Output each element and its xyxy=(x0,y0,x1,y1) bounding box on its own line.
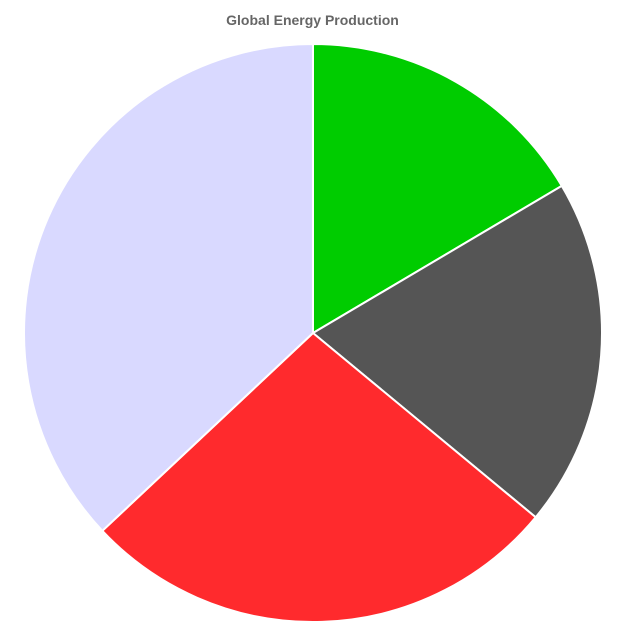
pie-slice-3 xyxy=(100,331,538,623)
pie-slice-4 xyxy=(23,42,314,533)
pie-slice-1 xyxy=(312,42,564,335)
pie-slice-2 xyxy=(311,184,603,519)
chart-title: Global Energy Production xyxy=(226,12,399,28)
